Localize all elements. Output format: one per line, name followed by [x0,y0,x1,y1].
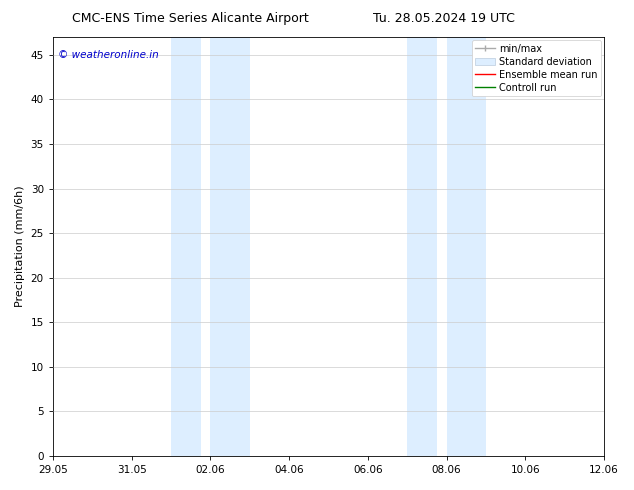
Bar [407,37,437,456]
Text: Tu. 28.05.2024 19 UTC: Tu. 28.05.2024 19 UTC [373,12,515,25]
Bar [446,37,486,456]
Bar [200,37,210,456]
Bar [210,37,250,456]
Bar [437,37,446,456]
Y-axis label: Precipitation (mm/6h): Precipitation (mm/6h) [15,186,25,307]
Text: © weatheronline.in: © weatheronline.in [58,49,159,60]
Bar [171,37,200,456]
Legend: min/max, Standard deviation, Ensemble mean run, Controll run: min/max, Standard deviation, Ensemble me… [472,40,601,97]
Text: CMC-ENS Time Series Alicante Airport: CMC-ENS Time Series Alicante Airport [72,12,309,25]
